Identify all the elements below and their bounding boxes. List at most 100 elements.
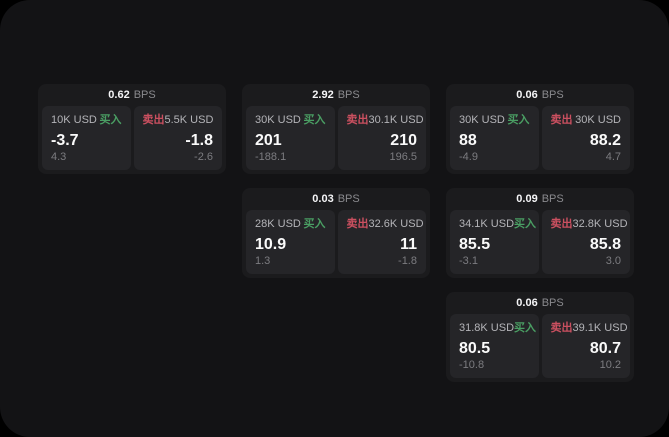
- sell-amount: 5.5K USD: [164, 114, 214, 126]
- buy-amount: 30K USD: [255, 114, 301, 126]
- buy-value: -3.7: [51, 132, 79, 149]
- card-header: 0.09 BPS: [450, 188, 630, 210]
- sell-sub-value: 10.2: [599, 359, 621, 371]
- buy-panel-header: 10K USD 买入: [51, 114, 122, 127]
- buy-badge: 买入: [514, 322, 537, 334]
- sell-panel[interactable]: 卖出 39.1K USD 80.7 10.2: [541, 314, 630, 378]
- sell-badge: 卖出: [346, 114, 369, 126]
- sell-sub-value: 4.7: [605, 151, 621, 163]
- sell-panel[interactable]: 卖出 32.8K USD 85.8 3.0: [541, 210, 630, 274]
- buy-value: 10.9: [255, 236, 287, 253]
- buy-sub-value: 4.3: [51, 151, 67, 163]
- bps-unit-label: BPS: [541, 193, 564, 205]
- bps-value: 0.06: [516, 297, 538, 309]
- sell-badge: 卖出: [550, 114, 573, 126]
- bps-value: 0.09: [516, 193, 538, 205]
- card-body: 30K USD 买入 88 -4.9 卖出 30K USD 88.2 4.7: [450, 106, 630, 170]
- buy-panel[interactable]: 10K USD 买入 -3.7 4.3: [42, 106, 131, 170]
- buy-badge: 买入: [99, 114, 122, 126]
- sell-panel-header: 卖出 39.1K USD: [550, 322, 628, 335]
- card-body: 31.8K USD 买入 80.5 -10.8 卖出 39.1K USD 80.…: [450, 314, 630, 378]
- buy-badge: 买入: [303, 114, 326, 126]
- sell-badge: 卖出: [346, 218, 369, 230]
- card-body: 10K USD 买入 -3.7 4.3 卖出 5.5K USD -1.8 -2.…: [42, 106, 222, 170]
- bps-unit-label: BPS: [133, 89, 156, 101]
- buy-panel[interactable]: 31.8K USD 买入 80.5 -10.8: [450, 314, 539, 378]
- quote-card[interactable]: 0.03 BPS 28K USD 买入 10.9 1.3 卖出 32.6K US…: [242, 188, 430, 278]
- buy-panel[interactable]: 30K USD 买入 88 -4.9: [450, 106, 539, 170]
- buy-panel-header: 30K USD 买入: [459, 114, 530, 127]
- buy-amount: 34.1K USD: [459, 218, 515, 230]
- buy-panel-header: 28K USD 买入: [255, 218, 326, 231]
- sell-amount: 39.1K USD: [572, 322, 628, 334]
- buy-amount: 30K USD: [459, 114, 505, 126]
- buy-amount: 10K USD: [51, 114, 97, 126]
- buy-amount: 31.8K USD: [459, 322, 515, 334]
- buy-panel[interactable]: 34.1K USD 买入 85.5 -3.1: [450, 210, 539, 274]
- sell-panel-header: 卖出 32.6K USD: [346, 218, 424, 231]
- buy-badge: 买入: [514, 218, 537, 230]
- buy-panel-header: 34.1K USD 买入: [459, 218, 536, 231]
- buy-value: 88: [459, 132, 477, 149]
- buy-sub-value: -188.1: [255, 151, 287, 163]
- bps-unit-label: BPS: [541, 297, 564, 309]
- sell-panel-header: 卖出 30K USD: [551, 114, 622, 127]
- sell-sub-value: 3.0: [605, 255, 621, 267]
- buy-badge: 买入: [303, 218, 326, 230]
- buy-panel-header: 30K USD 买入: [255, 114, 326, 127]
- buy-value: 201: [255, 132, 282, 149]
- card-body: 28K USD 买入 10.9 1.3 卖出 32.6K USD 11 -1.8: [246, 210, 426, 274]
- quote-card[interactable]: 0.06 BPS 31.8K USD 买入 80.5 -10.8 卖出 39.1…: [446, 292, 634, 382]
- sell-amount: 30.1K USD: [368, 114, 424, 126]
- sell-amount: 32.6K USD: [368, 218, 424, 230]
- quote-card[interactable]: 2.92 BPS 30K USD 买入 201 -188.1 卖出 30.1K …: [242, 84, 430, 174]
- sell-value: 210: [390, 132, 417, 149]
- sell-sub-value: 196.5: [389, 151, 417, 163]
- card-header: 2.92 BPS: [246, 84, 426, 106]
- buy-panel-header: 31.8K USD 买入: [459, 322, 536, 335]
- bps-value: 2.92: [312, 89, 334, 101]
- sell-value: 11: [400, 236, 417, 253]
- sell-badge: 卖出: [550, 322, 573, 334]
- card-header: 0.62 BPS: [42, 84, 222, 106]
- sell-amount: 30K USD: [575, 114, 621, 126]
- buy-sub-value: -4.9: [459, 151, 478, 163]
- bps-value: 0.03: [312, 193, 334, 205]
- buy-panel[interactable]: 28K USD 买入 10.9 1.3: [246, 210, 335, 274]
- sell-panel[interactable]: 卖出 5.5K USD -1.8 -2.6: [133, 106, 222, 170]
- bps-unit-label: BPS: [337, 193, 360, 205]
- quote-card[interactable]: 0.09 BPS 34.1K USD 买入 85.5 -3.1 卖出 32.8K…: [446, 188, 634, 278]
- sell-panel-header: 卖出 32.8K USD: [551, 218, 628, 231]
- bps-unit-label: BPS: [337, 89, 360, 101]
- quote-cards-grid: 0.62 BPS 10K USD 买入 -3.7 4.3 卖出 5.5K USD…: [38, 84, 634, 382]
- bps-value: 0.62: [108, 89, 130, 101]
- sell-panel[interactable]: 卖出 30K USD 88.2 4.7: [541, 106, 630, 170]
- sell-amount: 32.8K USD: [572, 218, 628, 230]
- buy-sub-value: -10.8: [459, 359, 485, 371]
- sell-sub-value: -2.6: [194, 151, 213, 163]
- buy-sub-value: 1.3: [255, 255, 271, 267]
- sell-value: 85.8: [589, 236, 621, 253]
- sell-value: 80.7: [589, 340, 621, 357]
- buy-amount: 28K USD: [255, 218, 301, 230]
- quote-card[interactable]: 0.06 BPS 30K USD 买入 88 -4.9 卖出 30K USD 8…: [446, 84, 634, 174]
- card-body: 30K USD 买入 201 -188.1 卖出 30.1K USD 210 1…: [246, 106, 426, 170]
- sell-value: 88.2: [589, 132, 621, 149]
- sell-badge: 卖出: [142, 114, 165, 126]
- quote-card[interactable]: 0.62 BPS 10K USD 买入 -3.7 4.3 卖出 5.5K USD…: [38, 84, 226, 174]
- sell-panel[interactable]: 卖出 30.1K USD 210 196.5: [337, 106, 426, 170]
- buy-value: 85.5: [459, 236, 491, 253]
- buy-sub-value: -3.1: [459, 255, 478, 267]
- buy-panel[interactable]: 30K USD 买入 201 -188.1: [246, 106, 335, 170]
- card-body: 34.1K USD 买入 85.5 -3.1 卖出 32.8K USD 85.8…: [450, 210, 630, 274]
- card-header: 0.03 BPS: [246, 188, 426, 210]
- sell-panel[interactable]: 卖出 32.6K USD 11 -1.8: [337, 210, 426, 274]
- buy-badge: 买入: [507, 114, 530, 126]
- sell-value: -1.8: [185, 132, 213, 149]
- sell-panel-header: 卖出 30.1K USD: [346, 114, 424, 127]
- bps-value: 0.06: [516, 89, 538, 101]
- card-header: 0.06 BPS: [450, 292, 630, 314]
- sell-panel-header: 卖出 5.5K USD: [143, 114, 214, 127]
